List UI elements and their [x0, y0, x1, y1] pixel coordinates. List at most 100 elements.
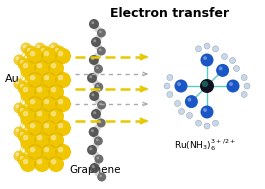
Circle shape — [34, 132, 50, 148]
Circle shape — [32, 81, 45, 94]
Circle shape — [48, 132, 52, 136]
Circle shape — [41, 72, 57, 88]
Circle shape — [38, 46, 51, 59]
Circle shape — [24, 70, 38, 83]
Circle shape — [48, 108, 64, 124]
Circle shape — [28, 126, 38, 138]
Circle shape — [55, 72, 71, 88]
Circle shape — [27, 72, 43, 88]
Circle shape — [34, 108, 38, 112]
Circle shape — [28, 150, 38, 161]
Circle shape — [42, 126, 52, 138]
Circle shape — [20, 60, 36, 76]
Text: Electron transfer: Electron transfer — [111, 7, 229, 20]
Circle shape — [44, 51, 49, 56]
Circle shape — [34, 60, 50, 76]
Circle shape — [20, 43, 32, 53]
Circle shape — [38, 94, 51, 106]
Circle shape — [27, 48, 43, 64]
Circle shape — [28, 102, 38, 114]
Circle shape — [29, 105, 33, 108]
Circle shape — [91, 21, 94, 24]
Circle shape — [229, 57, 236, 64]
Circle shape — [20, 84, 36, 100]
Circle shape — [27, 144, 31, 148]
Circle shape — [99, 174, 102, 177]
Circle shape — [38, 94, 51, 106]
Circle shape — [164, 83, 170, 89]
Circle shape — [89, 55, 99, 65]
Circle shape — [52, 46, 65, 59]
Circle shape — [23, 159, 28, 164]
Circle shape — [20, 108, 36, 124]
Circle shape — [34, 139, 46, 149]
Circle shape — [44, 147, 49, 152]
Circle shape — [38, 118, 51, 130]
Circle shape — [30, 75, 36, 80]
Circle shape — [51, 63, 56, 68]
Circle shape — [24, 46, 38, 59]
Text: Au: Au — [5, 74, 20, 84]
Circle shape — [48, 132, 64, 148]
Circle shape — [15, 128, 19, 132]
Circle shape — [55, 96, 71, 112]
Circle shape — [95, 115, 102, 122]
Circle shape — [14, 150, 24, 161]
Circle shape — [43, 57, 47, 60]
Circle shape — [99, 49, 101, 51]
Circle shape — [244, 83, 250, 89]
Circle shape — [30, 99, 36, 104]
Circle shape — [51, 159, 56, 164]
Circle shape — [43, 152, 47, 156]
Circle shape — [96, 156, 99, 159]
Circle shape — [20, 156, 24, 160]
Circle shape — [23, 116, 26, 120]
Circle shape — [24, 70, 38, 83]
Circle shape — [41, 144, 57, 160]
Circle shape — [28, 54, 38, 66]
Circle shape — [51, 111, 56, 116]
Circle shape — [23, 111, 28, 116]
Circle shape — [52, 118, 65, 130]
Circle shape — [34, 132, 38, 136]
Circle shape — [27, 120, 43, 136]
Circle shape — [90, 163, 99, 173]
Circle shape — [91, 37, 101, 47]
Circle shape — [38, 70, 51, 83]
Circle shape — [203, 108, 207, 112]
Circle shape — [17, 57, 30, 70]
Circle shape — [213, 46, 218, 52]
Circle shape — [34, 108, 50, 124]
Circle shape — [24, 118, 38, 130]
Circle shape — [23, 63, 28, 68]
Circle shape — [34, 84, 50, 100]
Circle shape — [216, 64, 229, 77]
Circle shape — [34, 91, 46, 101]
Circle shape — [97, 29, 106, 37]
Circle shape — [50, 68, 54, 72]
Circle shape — [52, 118, 65, 130]
Circle shape — [23, 68, 26, 72]
Circle shape — [42, 150, 52, 161]
Circle shape — [34, 67, 46, 77]
Circle shape — [97, 173, 106, 181]
Circle shape — [51, 135, 56, 140]
Circle shape — [94, 98, 101, 105]
Circle shape — [91, 57, 94, 60]
Circle shape — [92, 70, 99, 77]
Circle shape — [92, 80, 99, 87]
Circle shape — [91, 93, 95, 96]
Circle shape — [20, 60, 36, 76]
Circle shape — [36, 44, 40, 48]
Circle shape — [48, 115, 60, 125]
Circle shape — [44, 75, 49, 80]
Circle shape — [55, 144, 59, 148]
Circle shape — [174, 80, 188, 92]
Circle shape — [50, 116, 54, 120]
Circle shape — [187, 112, 192, 119]
Circle shape — [41, 96, 57, 112]
Circle shape — [14, 126, 24, 138]
Text: Graphene: Graphene — [69, 165, 121, 175]
Circle shape — [48, 132, 64, 148]
Circle shape — [32, 105, 45, 119]
